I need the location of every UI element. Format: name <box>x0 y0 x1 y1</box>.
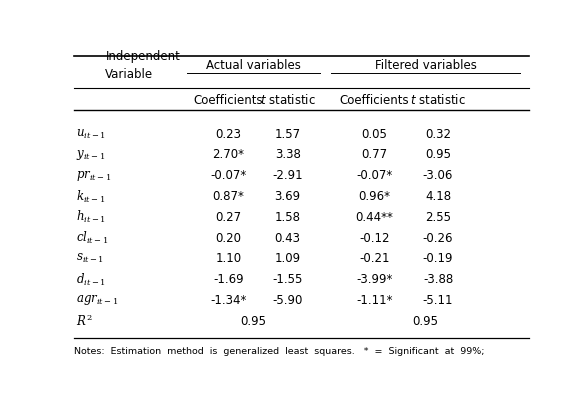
Text: Coefficients: Coefficients <box>339 94 409 107</box>
Text: 0.95: 0.95 <box>240 314 266 327</box>
Text: $k_{it-1}$: $k_{it-1}$ <box>76 188 105 204</box>
Text: 0.05: 0.05 <box>361 127 387 140</box>
Text: -5.90: -5.90 <box>272 293 303 306</box>
Text: 1.10: 1.10 <box>215 252 242 265</box>
Text: 0.95: 0.95 <box>425 148 451 161</box>
Text: $u_{it-1}$: $u_{it-1}$ <box>76 127 105 141</box>
Text: -0.12: -0.12 <box>359 231 389 244</box>
Text: 0.43: 0.43 <box>275 231 300 244</box>
Text: $t$ statistic: $t$ statistic <box>410 93 466 107</box>
Text: 0.32: 0.32 <box>425 127 451 140</box>
Text: 0.27: 0.27 <box>215 210 242 223</box>
Text: 1.57: 1.57 <box>275 127 300 140</box>
Text: -3.99*: -3.99* <box>356 273 392 286</box>
Text: Actual variables: Actual variables <box>206 59 301 72</box>
Text: $pr_{it-1}$: $pr_{it-1}$ <box>76 168 111 182</box>
Text: $d_{it-1}$: $d_{it-1}$ <box>76 271 105 287</box>
Text: Independent
Variable: Independent Variable <box>105 49 181 81</box>
Text: $y_{it-1}$: $y_{it-1}$ <box>76 147 105 162</box>
Text: -2.91: -2.91 <box>272 169 303 182</box>
Text: 2.55: 2.55 <box>425 210 451 223</box>
Text: 0.23: 0.23 <box>215 127 242 140</box>
Text: 3.69: 3.69 <box>275 190 300 202</box>
Text: 0.44**: 0.44** <box>355 210 393 223</box>
Text: 0.20: 0.20 <box>215 231 242 244</box>
Text: $agr_{it-1}$: $agr_{it-1}$ <box>76 293 118 307</box>
Text: -1.55: -1.55 <box>272 273 303 286</box>
Text: $s_{it-1}$: $s_{it-1}$ <box>76 252 104 265</box>
Text: Filtered variables: Filtered variables <box>375 59 476 72</box>
Text: -0.26: -0.26 <box>423 231 453 244</box>
Text: -1.11*: -1.11* <box>356 293 393 306</box>
Text: -0.19: -0.19 <box>423 252 453 265</box>
Text: 1.58: 1.58 <box>275 210 300 223</box>
Text: 4.18: 4.18 <box>425 190 451 202</box>
Text: $t$ statistic: $t$ statistic <box>260 93 316 107</box>
Text: -1.34*: -1.34* <box>211 293 246 306</box>
Text: Coefficients: Coefficients <box>193 94 263 107</box>
Text: 0.77: 0.77 <box>361 148 387 161</box>
Text: -3.06: -3.06 <box>423 169 453 182</box>
Text: 0.87*: 0.87* <box>212 190 245 202</box>
Text: $h_{it-1}$: $h_{it-1}$ <box>76 209 105 225</box>
Text: 2.70*: 2.70* <box>212 148 245 161</box>
Text: 0.96*: 0.96* <box>358 190 390 202</box>
Text: 0.95: 0.95 <box>413 314 439 327</box>
Text: -3.88: -3.88 <box>423 273 453 286</box>
Text: -0.21: -0.21 <box>359 252 389 265</box>
Text: -1.69: -1.69 <box>213 273 244 286</box>
Text: Notes:  Estimation  method  is  generalized  least  squares.   *  =  Significant: Notes: Estimation method is generalized … <box>74 347 484 356</box>
Text: 3.38: 3.38 <box>275 148 300 161</box>
Text: $cl_{it-1}$: $cl_{it-1}$ <box>76 230 108 245</box>
Text: 1.09: 1.09 <box>275 252 300 265</box>
Text: $R^2$: $R^2$ <box>76 313 92 328</box>
Text: -5.11: -5.11 <box>423 293 453 306</box>
Text: -0.07*: -0.07* <box>356 169 392 182</box>
Text: -0.07*: -0.07* <box>211 169 246 182</box>
